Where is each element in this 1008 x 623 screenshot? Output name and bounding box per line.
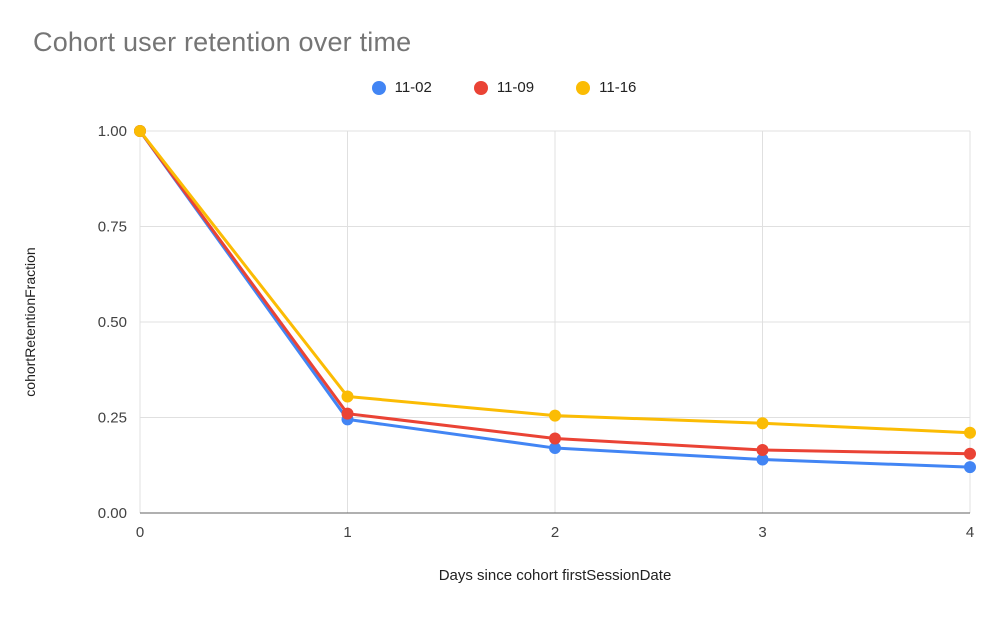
data-point-11-16 xyxy=(756,417,769,430)
y-tick-label: 0.25 xyxy=(98,410,127,427)
legend-label: 11-02 xyxy=(394,79,432,96)
legend-item-11-09: 11-09 xyxy=(473,79,535,96)
data-point-11-02 xyxy=(964,461,976,474)
y-tick-label: 1.00 xyxy=(98,123,127,140)
data-point-11-16 xyxy=(341,390,354,403)
data-point-11-09 xyxy=(549,432,561,445)
y-tick-label: 0.00 xyxy=(98,505,127,522)
legend-item-11-16: 11-16 xyxy=(576,79,636,96)
data-point-11-02 xyxy=(756,453,769,466)
x-tick-label: 1 xyxy=(343,524,351,541)
x-tick-label: 2 xyxy=(551,524,559,541)
data-point-11-16 xyxy=(134,125,146,137)
data-point-11-09 xyxy=(964,447,976,460)
y-tick-label: 0.50 xyxy=(98,314,127,331)
chart-title: Cohort user retention over time xyxy=(33,27,412,57)
x-tick-label: 4 xyxy=(966,524,974,541)
y-axis-title: cohortRetentionFraction xyxy=(22,247,38,397)
x-axis-title: Days since cohort firstSessionDate xyxy=(438,567,672,584)
legend-swatch-icon xyxy=(371,80,386,95)
data-point-11-16 xyxy=(549,409,561,422)
x-tick-label: 0 xyxy=(136,524,144,541)
data-point-11-02 xyxy=(549,442,561,455)
legend-swatch-icon xyxy=(473,80,488,95)
legend-label: 11-09 xyxy=(496,79,535,96)
y-tick-label: 0.75 xyxy=(98,219,127,236)
data-point-11-09 xyxy=(756,443,769,456)
data-point-11-09 xyxy=(341,407,354,420)
x-tick-label: 3 xyxy=(758,524,766,541)
legend-swatch-icon xyxy=(576,80,591,95)
legend-label: 11-16 xyxy=(599,79,637,96)
legend-item-11-02: 11-02 xyxy=(371,79,432,96)
data-point-11-16 xyxy=(964,426,976,439)
legend: 11-02 11-09 11-16 xyxy=(0,79,1008,96)
